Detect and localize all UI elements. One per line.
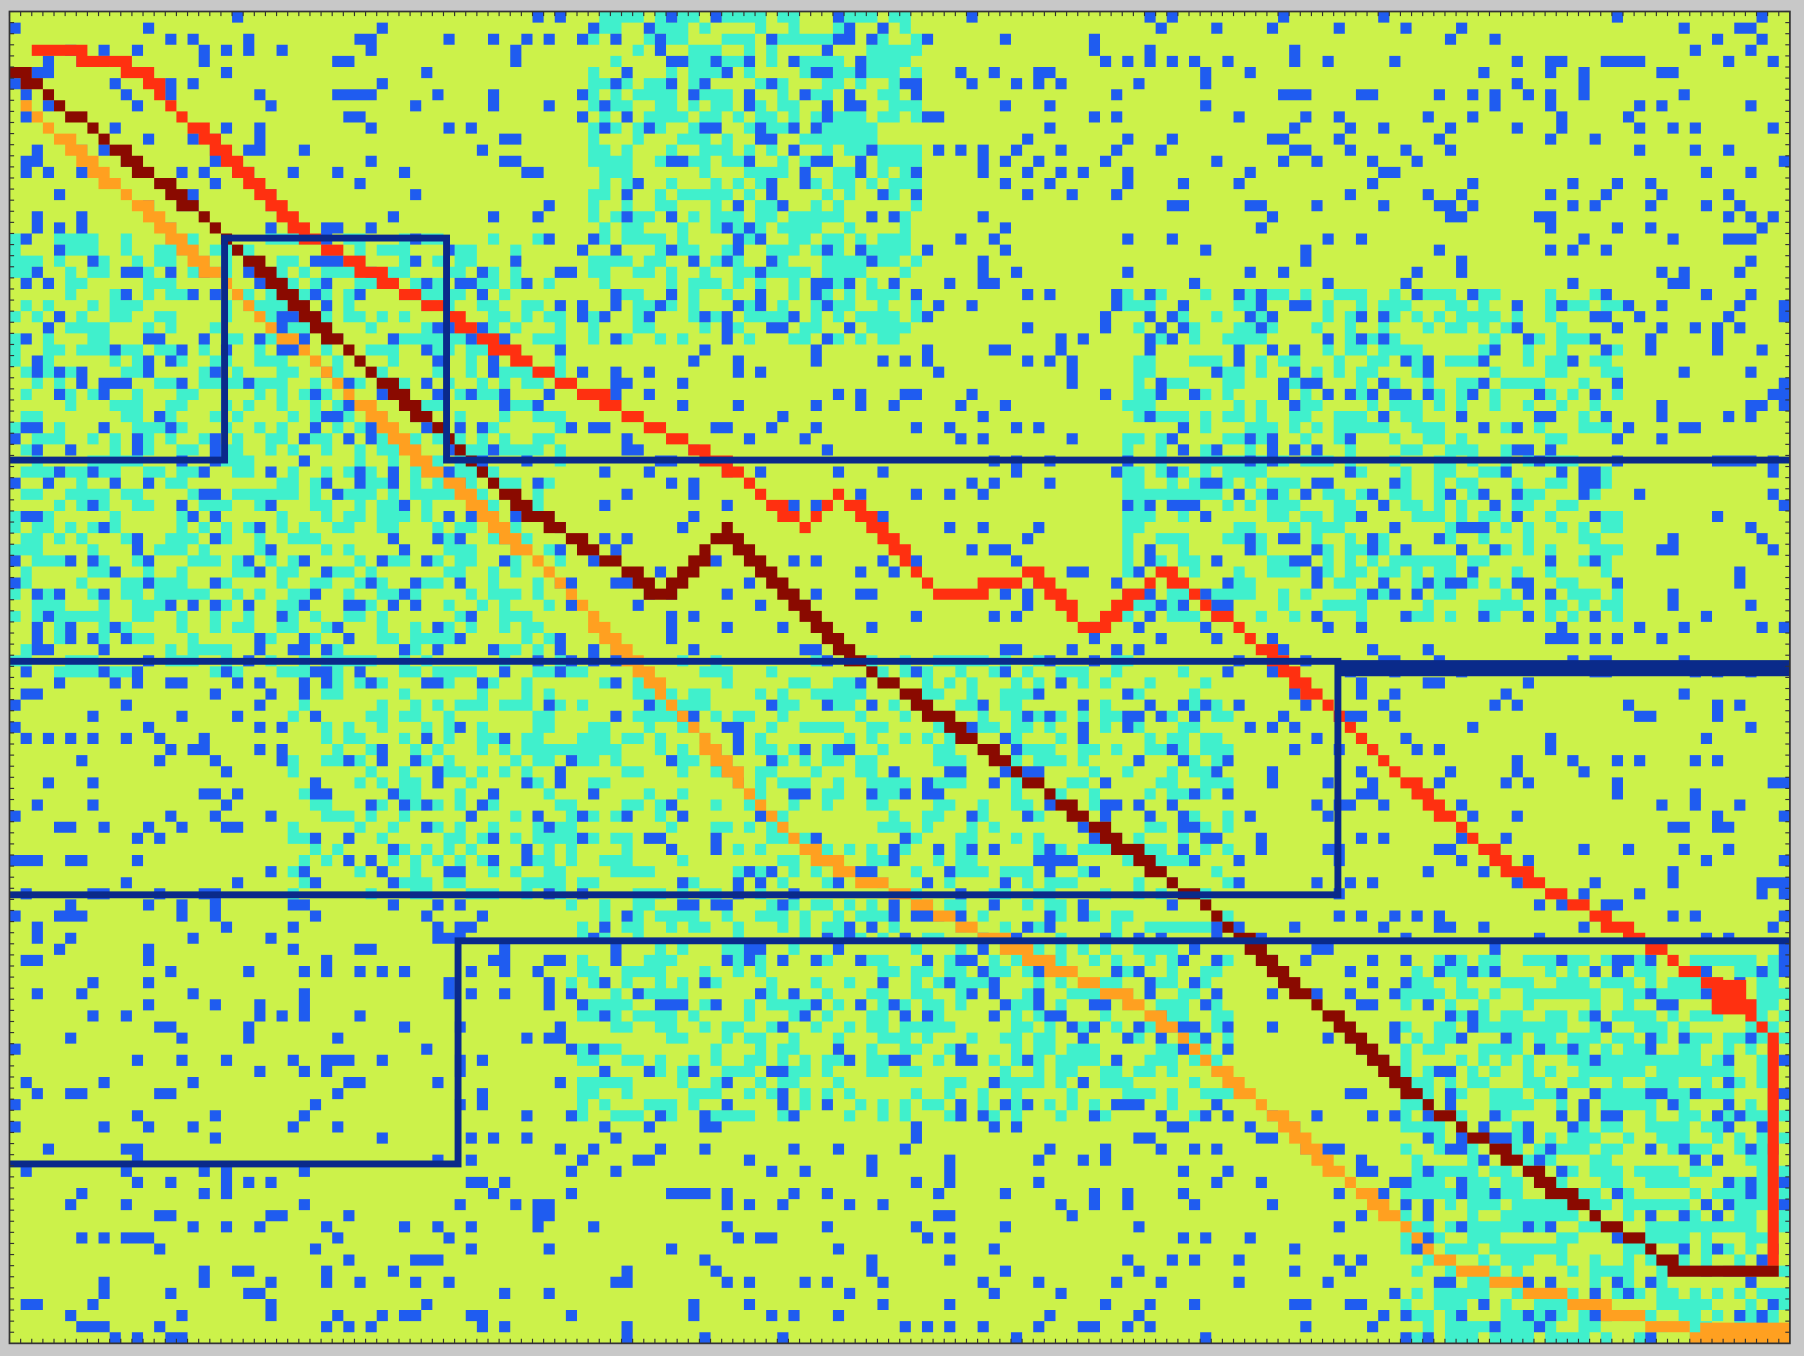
cyan-cells [9,11,1790,1344]
block-outline [9,234,1790,464]
diagonal-layer [9,44,1790,1344]
frame-ticks [8,10,1791,1344]
cell-layer [9,11,1790,1344]
block-outline [9,657,1342,899]
red-block [1711,979,1747,1015]
block-outline [9,937,1790,1168]
blue-cells [9,11,1790,1344]
orange-block [1700,1322,1790,1344]
block-outlines [9,234,1790,1168]
